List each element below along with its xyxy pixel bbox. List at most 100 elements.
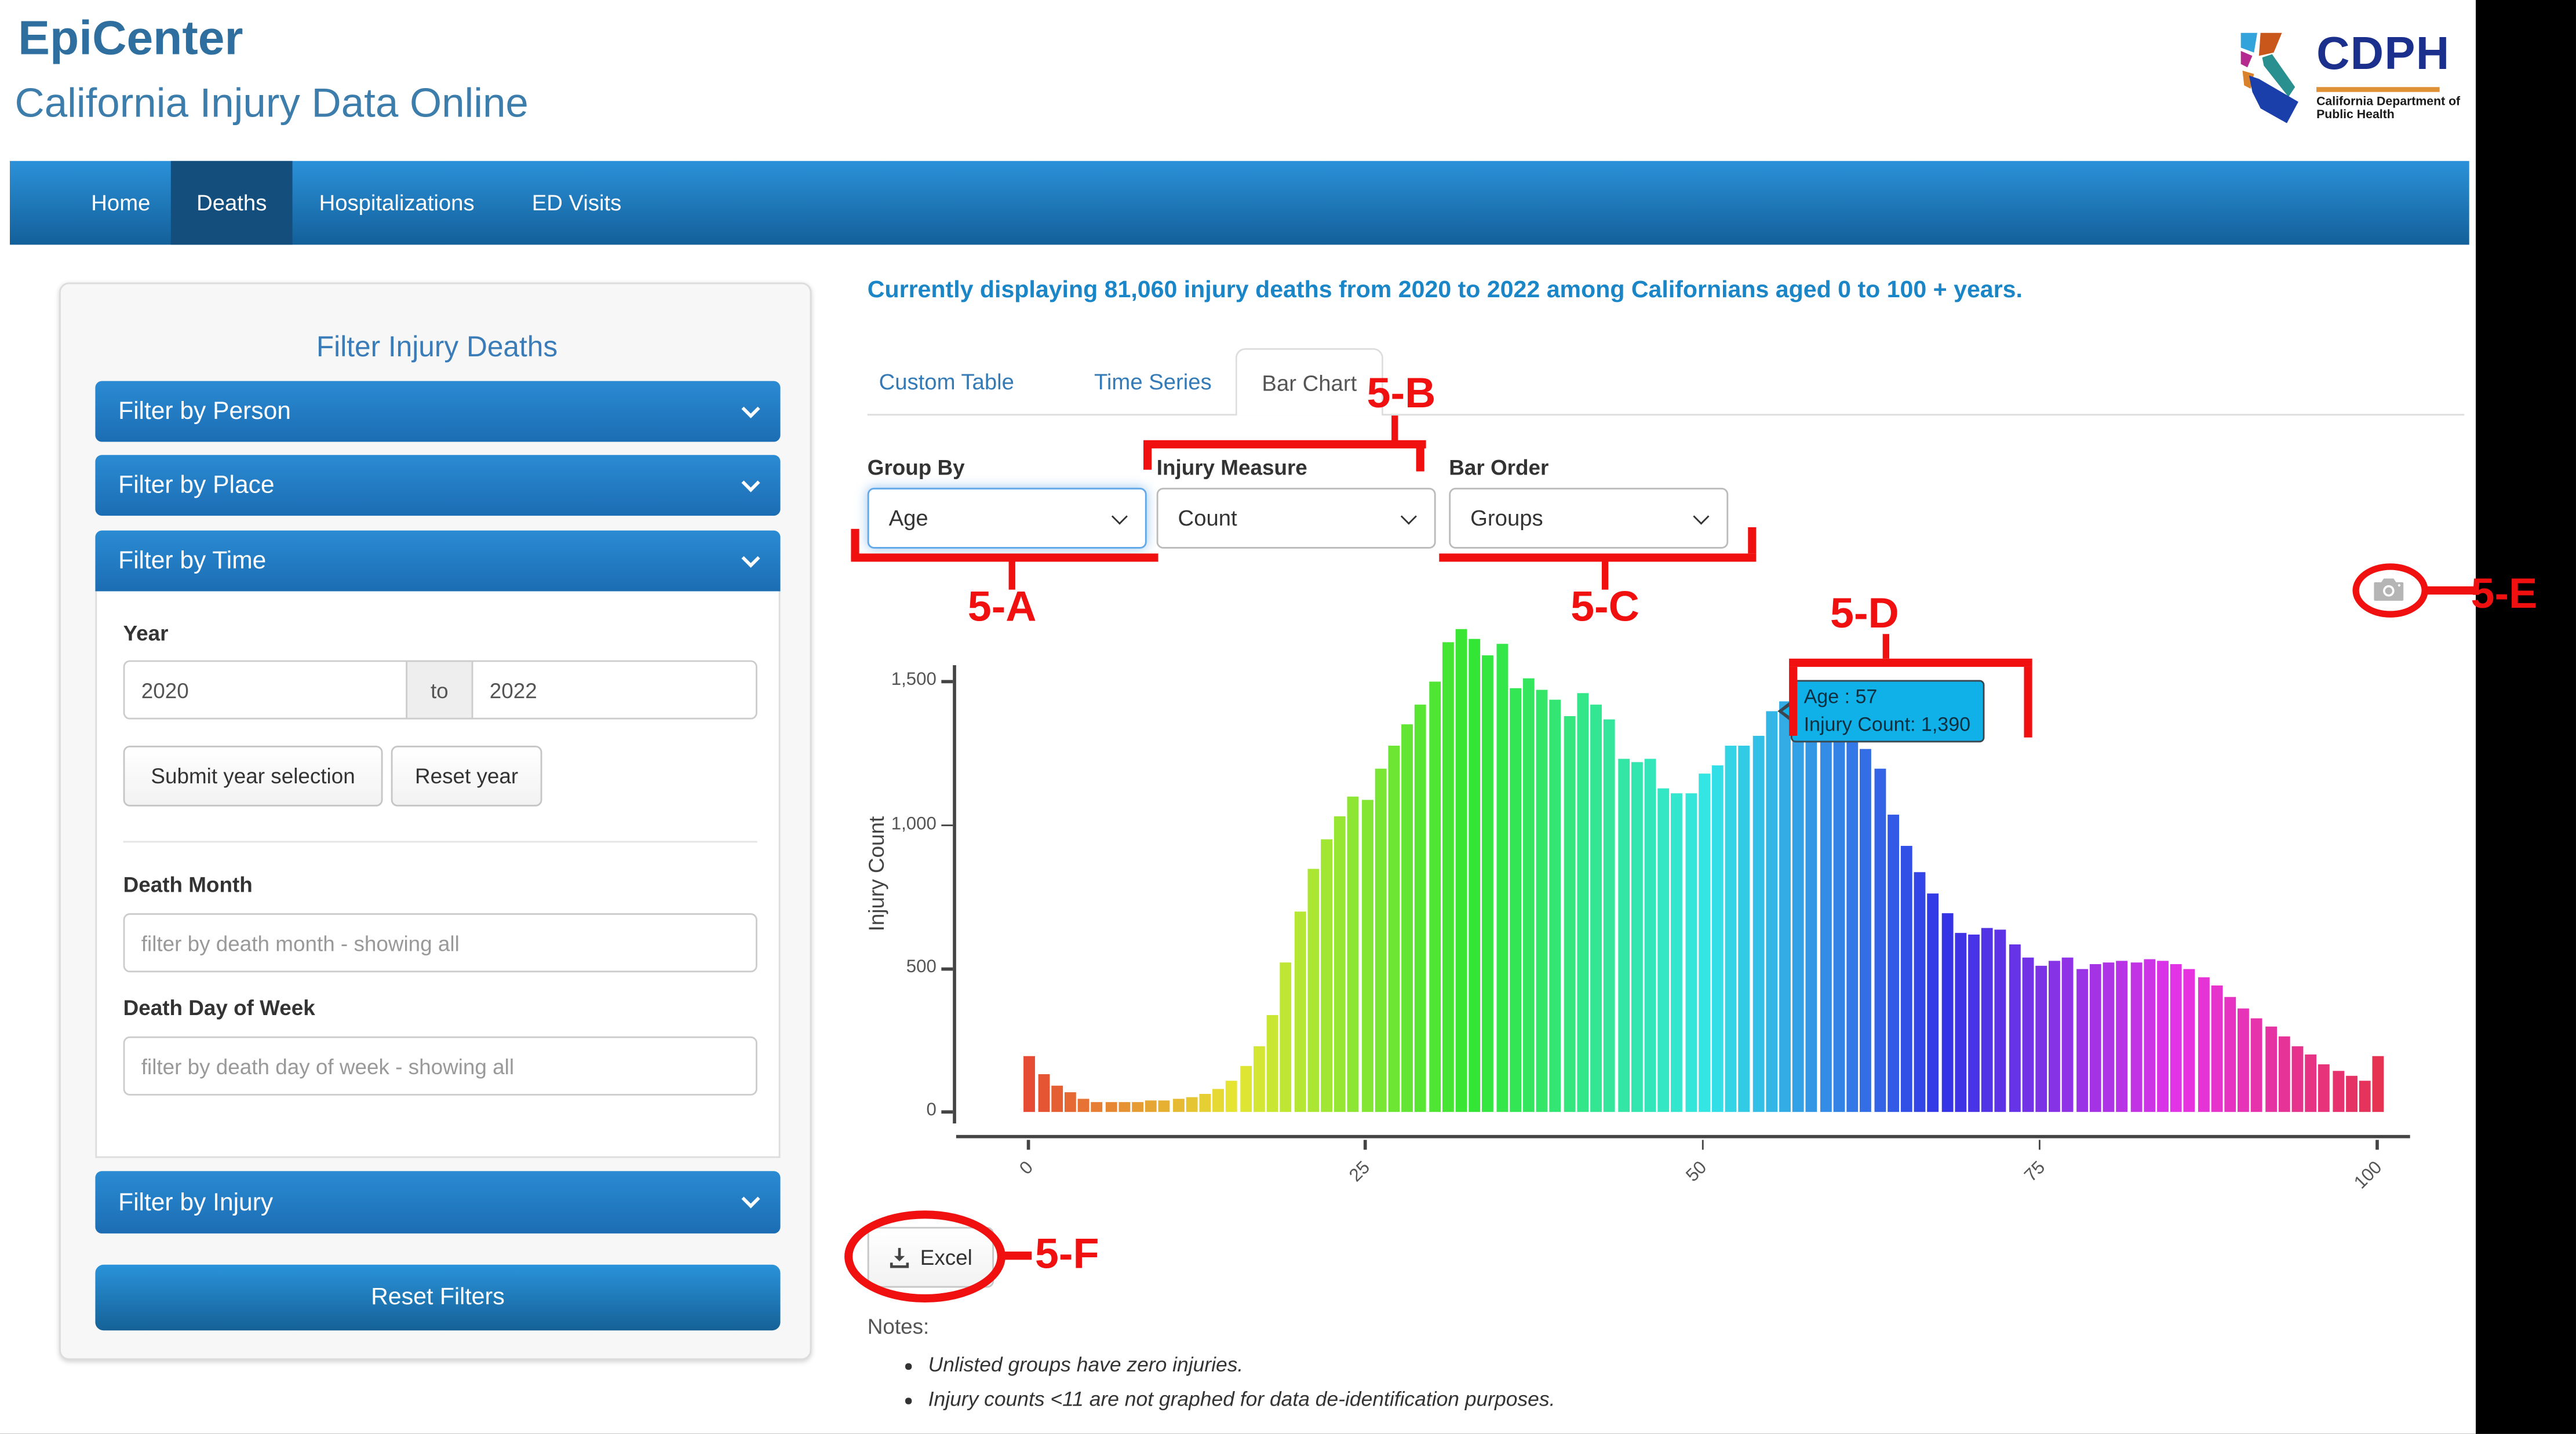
bar-age-98[interactable] [2345, 1076, 2358, 1112]
bar-age-71[interactable] [1981, 927, 1994, 1112]
bar-age-48[interactable] [1671, 794, 1683, 1112]
bar-age-68[interactable] [1941, 913, 1953, 1112]
bar-age-26[interactable] [1375, 768, 1386, 1112]
bar-age-19[interactable] [1280, 963, 1292, 1112]
bar-age-52[interactable] [1725, 745, 1737, 1112]
bar-age-36[interactable] [1509, 687, 1521, 1112]
bar-age-93[interactable] [2278, 1036, 2290, 1112]
bar-age-81[interactable] [2116, 960, 2128, 1112]
injury-measure-select[interactable]: Count [1156, 487, 1436, 549]
bar-age-53[interactable] [1739, 745, 1751, 1112]
bar-age-45[interactable] [1631, 762, 1643, 1112]
death-dow-input[interactable] [123, 1036, 757, 1096]
bar-age-61[interactable] [1846, 731, 1859, 1112]
bar-age-57[interactable] [1792, 713, 1805, 1112]
year-to-input[interactable] [471, 660, 757, 720]
bar-age-51[interactable] [1711, 765, 1724, 1112]
bar-age-84[interactable] [2156, 961, 2169, 1112]
bar-age-95[interactable] [2305, 1054, 2317, 1112]
bar-age-62[interactable] [1860, 749, 1872, 1112]
year-from-input[interactable] [123, 660, 408, 720]
bar-age-46[interactable] [1644, 759, 1656, 1112]
bar-age-34[interactable] [1482, 656, 1495, 1112]
bar-age-79[interactable] [2089, 964, 2101, 1112]
bar-age-90[interactable] [2238, 1009, 2250, 1112]
bar-age-9[interactable] [1145, 1100, 1157, 1112]
accordion-filter-by-place[interactable]: Filter by Place [95, 455, 781, 516]
bar-age-24[interactable] [1347, 796, 1360, 1112]
bar-age-27[interactable] [1388, 745, 1400, 1112]
bar-age-67[interactable] [1928, 892, 1940, 1112]
nav-item-deaths[interactable]: Deaths [170, 160, 293, 245]
bar-age-60[interactable] [1833, 719, 1845, 1112]
bar-age-4[interactable] [1077, 1098, 1090, 1112]
bar-age-30[interactable] [1429, 681, 1440, 1112]
bar-age-20[interactable] [1294, 911, 1306, 1112]
nav-item-ed-visits[interactable]: ED Visits [531, 190, 622, 216]
bar-age-21[interactable] [1307, 868, 1319, 1112]
bar-age-6[interactable] [1105, 1101, 1117, 1112]
bar-age-78[interactable] [2076, 969, 2088, 1112]
bar-age-12[interactable] [1186, 1097, 1198, 1112]
bar-age-66[interactable] [1914, 873, 1926, 1112]
bar-order-select[interactable]: Groups [1449, 487, 1729, 549]
bar-age-63[interactable] [1874, 769, 1885, 1112]
bar-age-44[interactable] [1617, 759, 1629, 1112]
bar-age-14[interactable] [1212, 1089, 1225, 1112]
bar-age-35[interactable] [1496, 644, 1508, 1112]
bar-age-42[interactable] [1590, 705, 1602, 1112]
bar-age-25[interactable] [1361, 799, 1373, 1112]
bar-age-1[interactable] [1037, 1075, 1050, 1112]
accordion-filter-by-injury[interactable]: Filter by Injury [95, 1171, 781, 1234]
bar-age-50[interactable] [1698, 773, 1710, 1112]
bar-age-92[interactable] [2265, 1026, 2276, 1112]
bar-age-76[interactable] [2049, 961, 2061, 1112]
bar-age-56[interactable] [1779, 702, 1791, 1112]
bar-age-5[interactable] [1091, 1101, 1103, 1112]
bar-age-38[interactable] [1536, 690, 1548, 1112]
bar-age-88[interactable] [2210, 986, 2222, 1112]
bar-age-77[interactable] [2063, 957, 2074, 1112]
bar-age-100[interactable] [2373, 1056, 2385, 1112]
bar-age-99[interactable] [2359, 1081, 2371, 1112]
bar-age-54[interactable] [1752, 736, 1764, 1112]
bar-age-97[interactable] [2332, 1070, 2344, 1112]
bar-age-59[interactable] [1820, 710, 1831, 1112]
bar-age-55[interactable] [1765, 711, 1777, 1112]
tab-custom-table[interactable]: Custom Table [879, 369, 1014, 395]
bar-age-18[interactable] [1266, 1015, 1278, 1112]
bar-age-86[interactable] [2184, 969, 2196, 1112]
bar-age-29[interactable] [1415, 705, 1427, 1112]
bar-age-31[interactable] [1442, 641, 1454, 1112]
bar-age-13[interactable] [1199, 1093, 1211, 1112]
bar-age-39[interactable] [1550, 699, 1562, 1112]
bar-age-7[interactable] [1118, 1101, 1130, 1112]
bar-age-17[interactable] [1253, 1046, 1265, 1112]
bar-age-3[interactable] [1064, 1093, 1076, 1112]
bar-age-49[interactable] [1685, 794, 1697, 1112]
bar-age-2[interactable] [1051, 1086, 1063, 1112]
accordion-filter-by-time[interactable]: Filter by Time [95, 530, 781, 592]
bar-age-91[interactable] [2251, 1017, 2263, 1112]
bar-age-94[interactable] [2291, 1046, 2304, 1112]
bar-age-96[interactable] [2319, 1063, 2331, 1112]
bar-age-65[interactable] [1900, 845, 1912, 1112]
bar-age-28[interactable] [1401, 725, 1413, 1112]
submit-year-button[interactable]: Submit year selection [123, 745, 383, 807]
bar-age-58[interactable] [1806, 705, 1818, 1112]
tab-time-series[interactable]: Time Series [1094, 369, 1212, 395]
reset-year-button[interactable]: Reset year [391, 745, 542, 807]
bar-age-0[interactable] [1023, 1056, 1036, 1112]
bar-age-82[interactable] [2130, 963, 2142, 1112]
bar-age-83[interactable] [2143, 958, 2155, 1112]
death-month-input[interactable] [123, 913, 757, 973]
bar-age-23[interactable] [1334, 816, 1346, 1112]
bar-age-11[interactable] [1172, 1099, 1184, 1112]
bar-age-43[interactable] [1604, 719, 1616, 1112]
nav-item-hospitalizations[interactable]: Hospitalizations [319, 190, 475, 216]
bar-age-89[interactable] [2224, 997, 2236, 1112]
bar-age-22[interactable] [1320, 840, 1332, 1112]
bar-age-87[interactable] [2197, 977, 2209, 1112]
bar-age-69[interactable] [1954, 933, 1966, 1112]
bar-age-8[interactable] [1132, 1101, 1143, 1112]
